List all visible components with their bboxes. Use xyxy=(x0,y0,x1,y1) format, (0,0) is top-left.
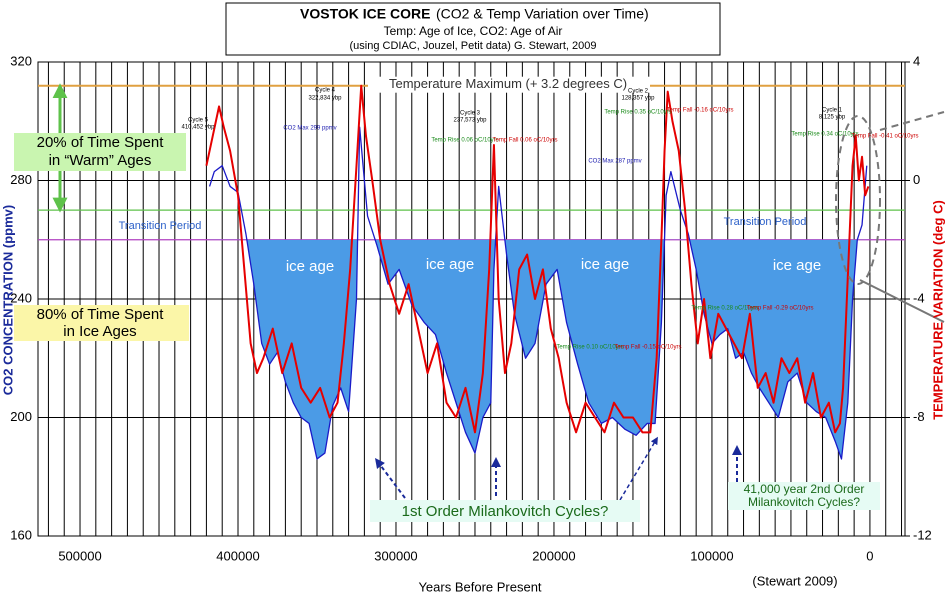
x-axis-label: Years Before Present xyxy=(418,579,541,594)
rate-note: Temp Fall -0.29 oC/10yrs xyxy=(746,306,813,312)
cycle-label: Cycle 4 xyxy=(315,88,336,94)
ice-age-label: ice age xyxy=(581,256,629,273)
rate-note: Temp Fall -0.15 oC/10yrs xyxy=(614,345,681,351)
y-tick-label: 280 xyxy=(10,172,32,187)
ice-note-box xyxy=(14,305,189,341)
warm-note: in “Warm” Ages xyxy=(49,152,152,169)
milankovitch-box xyxy=(728,482,880,510)
cycle-label: 8,125 ybp xyxy=(819,115,846,121)
milankovitch-box xyxy=(370,500,640,522)
source: (using CDIAC, Jouzel, Petit data) G. Ste… xyxy=(349,40,596,52)
transition-label: Transition Period xyxy=(119,220,202,232)
x-tick-label: 400000 xyxy=(216,548,259,563)
x-tick-label: 200000 xyxy=(532,548,575,563)
x-tick-label: 0 xyxy=(866,548,873,563)
co2-note: CO2 Max 287 ppmv xyxy=(588,159,641,165)
subtitle: Temp: Age of Ice, CO2: Age of Air xyxy=(384,24,563,38)
y2-tick-label: -4 xyxy=(913,290,925,305)
warm-note-box xyxy=(14,133,186,171)
rate-note: Temp Fall -0.41 oC/10yrs xyxy=(851,134,918,140)
x-tick-label: 500000 xyxy=(58,548,101,563)
ice-note: 80% of Time Spent xyxy=(37,306,165,323)
highlight-ellipse xyxy=(835,115,881,285)
title-box xyxy=(225,2,721,56)
ice-age-area xyxy=(209,239,867,459)
credit: (Stewart 2009) xyxy=(752,573,837,588)
warm-note: 20% of Time Spent xyxy=(37,134,165,151)
cycle-label: Cycle 2 xyxy=(628,89,649,95)
data xyxy=(205,84,870,460)
arrow xyxy=(619,436,658,501)
y2-tick-label: -8 xyxy=(913,409,925,424)
cycle-label: Cycle 1 xyxy=(822,108,843,114)
y2-axis-label: TEMPERATURE VARIATION (deg C) xyxy=(930,200,945,420)
co2-note: CO2 Max 299 ppmv xyxy=(283,126,336,132)
y2-tick-label: -12 xyxy=(913,527,932,542)
temperature-maximum-label: Temperature Maximum (+ 3.2 degrees C) xyxy=(389,76,627,91)
chart-title-suffix: (CO2 & Temp Variation over Time) xyxy=(436,6,649,22)
ice-note: in Ice Ages xyxy=(63,323,136,340)
series-line xyxy=(205,84,870,434)
ice-age-label: ice age xyxy=(426,256,474,273)
x-tick-label: 100000 xyxy=(690,548,733,563)
rate-note: Temp Fall -0.16 oC/10yrs xyxy=(666,108,733,114)
cycle-label: 128,357 ybp xyxy=(621,96,655,102)
milankovitch-label: 1st Order Milankovitch Cycles? xyxy=(402,503,609,520)
cycle-label: 410,452 ybp xyxy=(181,125,215,131)
y-tick-label: 320 xyxy=(10,53,32,68)
rate-note: Temp Rise 0.28 oC/10yrs xyxy=(691,306,758,312)
cycle-label: 237,573 ybp xyxy=(453,118,487,124)
y-tick-label: 160 xyxy=(10,527,32,542)
cycle-label: Cycle 3 xyxy=(460,111,481,117)
rate-note: Temp Rise 0.34 oC/10yrs xyxy=(791,132,858,138)
temperature-maximum-box xyxy=(368,76,650,93)
y-tick-label: 240 xyxy=(10,290,32,305)
rate-note: Temp Rise 0.06 oC/10yrs xyxy=(431,138,498,144)
y2-tick-label: 0 xyxy=(913,172,920,187)
rate-note: Temp Rise 0.35 oC/10yrs xyxy=(604,110,671,116)
rate-note: Temp Fall 0.06 oC/10yrs xyxy=(492,138,557,144)
milankovitch-label: 41,000 year 2nd Order xyxy=(744,482,865,496)
chart-title: VOSTOK ICE CORE xyxy=(300,6,430,22)
milankovitch-label: Milankovitch Cycles? xyxy=(748,495,860,509)
x-tick-label: 300000 xyxy=(374,548,417,563)
cycle-label: Cycle 5 xyxy=(188,118,209,124)
arrow xyxy=(375,458,406,499)
rate-note: Temp Rise 0.10 oC/10yrs xyxy=(556,345,623,351)
transition-label: Transition Period xyxy=(724,216,807,228)
ice-age-label: ice age xyxy=(773,257,821,274)
y-axis-label: CO2 CONCENTRATION (ppmv) xyxy=(0,205,15,395)
y-tick-label: 200 xyxy=(10,409,32,424)
pointer xyxy=(859,279,945,323)
cycle-label: 322,834 ybp xyxy=(308,96,342,102)
ice-age-label: ice age xyxy=(286,258,334,275)
series-line xyxy=(208,126,868,460)
y2-tick-label: 4 xyxy=(913,53,920,68)
